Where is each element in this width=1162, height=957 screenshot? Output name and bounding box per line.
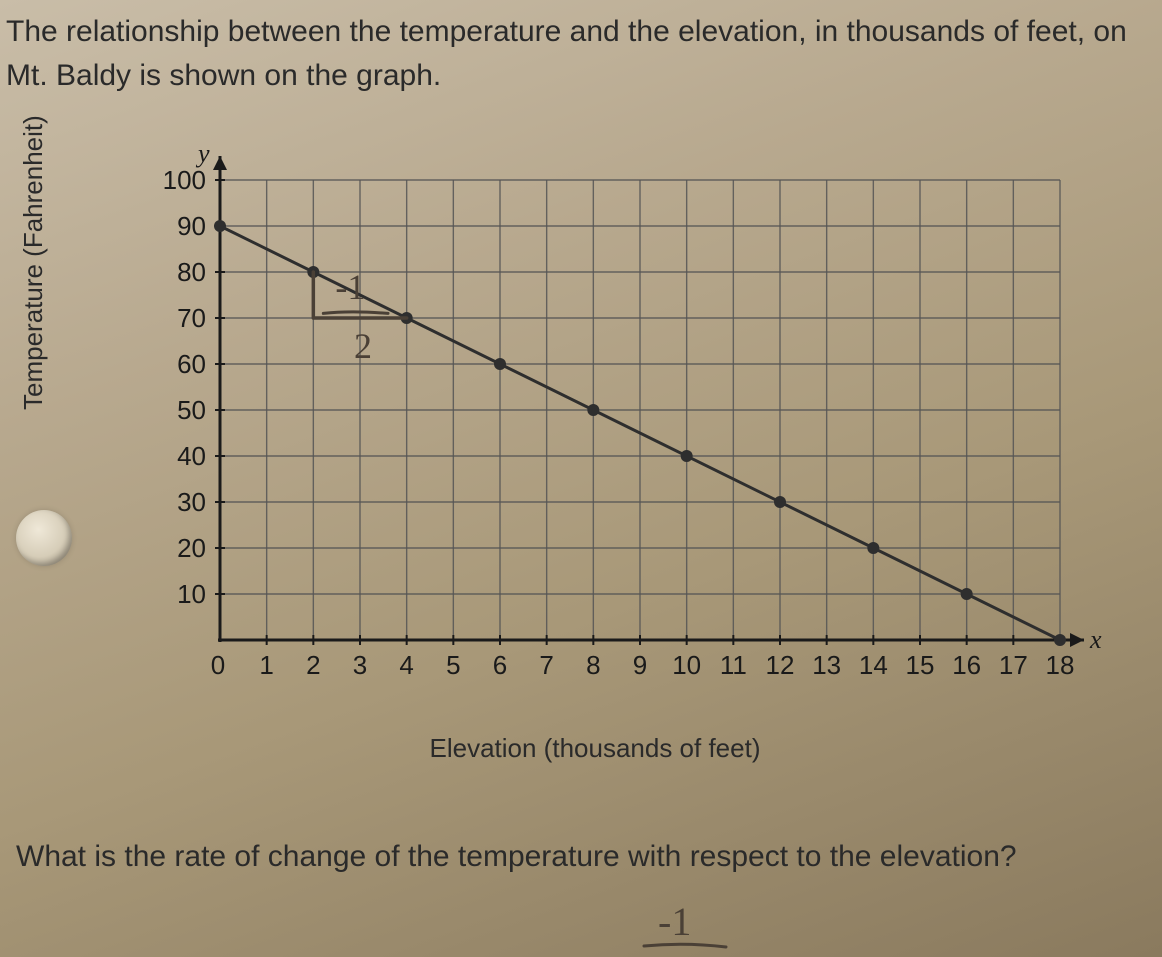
svg-text:12: 12: [766, 650, 795, 680]
svg-text:50: 50: [177, 395, 206, 425]
svg-text:10: 10: [672, 650, 701, 680]
svg-text:18: 18: [1046, 650, 1075, 680]
svg-text:40: 40: [177, 441, 206, 471]
chart-svg: yx12345678910111213141516171801020304050…: [70, 150, 1120, 710]
y-axis-title: Temperature (Fahrenheit): [18, 115, 49, 410]
svg-text:90: 90: [177, 211, 206, 241]
problem-intro: The relationship between the temperature…: [0, 10, 1162, 97]
svg-text:16: 16: [952, 650, 981, 680]
handwritten-fraction-bar: [640, 940, 730, 952]
svg-text:70: 70: [177, 303, 206, 333]
svg-text:5: 5: [446, 650, 460, 680]
svg-text:1: 1: [259, 650, 273, 680]
svg-text:60: 60: [177, 349, 206, 379]
svg-text:4: 4: [399, 650, 413, 680]
svg-text:20: 20: [177, 533, 206, 563]
chart-container: Temperature (Fahrenheit) yx1234567891011…: [70, 150, 1120, 770]
question-text: What is the rate of change of the temper…: [16, 840, 1146, 874]
svg-text:7: 7: [539, 650, 553, 680]
intro-line-2: Mt. Baldy is shown on the graph.: [0, 54, 1162, 98]
svg-text:17: 17: [999, 650, 1028, 680]
svg-text:x: x: [1089, 625, 1102, 654]
svg-text:3: 3: [353, 650, 367, 680]
x-axis-title: Elevation (thousands of feet): [70, 733, 1120, 764]
svg-text:9: 9: [633, 650, 647, 680]
svg-text:2: 2: [306, 650, 320, 680]
svg-text:30: 30: [177, 487, 206, 517]
svg-text:11: 11: [720, 650, 747, 680]
binder-hole: [16, 510, 72, 566]
handwritten-answer-numerator: -1: [658, 898, 691, 945]
svg-text:100: 100: [163, 165, 206, 195]
svg-text:10: 10: [177, 579, 206, 609]
svg-text:6: 6: [493, 650, 507, 680]
svg-text:-1: -1: [335, 267, 365, 307]
svg-text:15: 15: [906, 650, 935, 680]
svg-text:14: 14: [859, 650, 888, 680]
svg-text:8: 8: [586, 650, 600, 680]
svg-text:2: 2: [354, 326, 372, 366]
svg-text:80: 80: [177, 257, 206, 287]
svg-text:13: 13: [812, 650, 841, 680]
svg-text:0: 0: [211, 650, 225, 680]
worksheet-page: The relationship between the temperature…: [0, 0, 1162, 957]
intro-line-1: The relationship between the temperature…: [0, 10, 1162, 54]
